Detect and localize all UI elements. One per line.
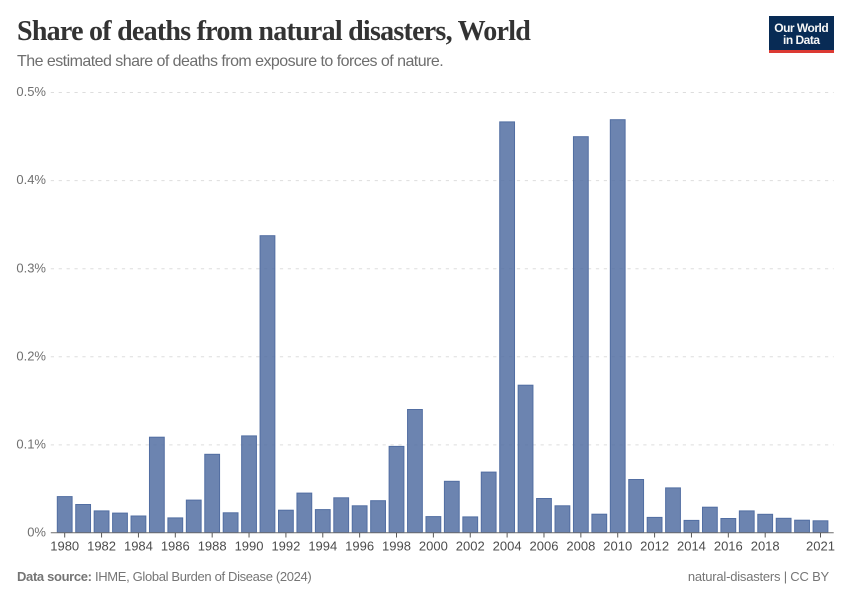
svg-text:0%: 0% — [27, 525, 46, 540]
svg-text:1986: 1986 — [161, 539, 190, 554]
svg-text:1992: 1992 — [271, 539, 300, 554]
svg-text:0.5%: 0.5% — [16, 84, 46, 99]
svg-text:2014: 2014 — [677, 539, 706, 554]
svg-text:1996: 1996 — [345, 539, 374, 554]
svg-text:1990: 1990 — [235, 539, 264, 554]
svg-text:1980: 1980 — [50, 539, 79, 554]
svg-text:2010: 2010 — [603, 539, 632, 554]
svg-text:2000: 2000 — [419, 539, 448, 554]
svg-text:2002: 2002 — [456, 539, 485, 554]
svg-text:1984: 1984 — [124, 539, 153, 554]
svg-text:2004: 2004 — [493, 539, 522, 554]
svg-text:1982: 1982 — [87, 539, 116, 554]
svg-text:2008: 2008 — [566, 539, 595, 554]
svg-text:2006: 2006 — [530, 539, 559, 554]
svg-text:2012: 2012 — [640, 539, 669, 554]
svg-text:1994: 1994 — [308, 539, 337, 554]
svg-text:2021: 2021 — [806, 539, 835, 554]
svg-text:1998: 1998 — [382, 539, 411, 554]
svg-text:0.2%: 0.2% — [16, 348, 46, 363]
svg-text:1988: 1988 — [198, 539, 227, 554]
svg-text:0.3%: 0.3% — [16, 260, 46, 275]
svg-text:0.4%: 0.4% — [16, 172, 46, 187]
svg-text:0.1%: 0.1% — [16, 437, 46, 452]
svg-text:2016: 2016 — [714, 539, 743, 554]
svg-text:2018: 2018 — [751, 539, 780, 554]
